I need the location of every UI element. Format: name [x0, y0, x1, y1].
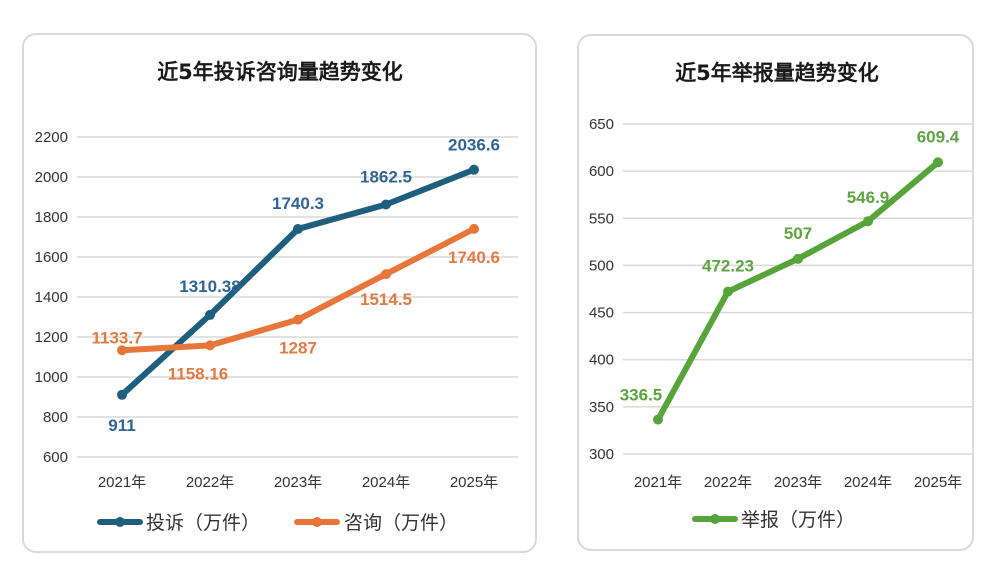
legend-label: 投诉（万件） — [146, 512, 260, 534]
x-tick-label: 2021年 — [98, 474, 146, 491]
data-point — [793, 253, 803, 264]
complaint-consultation-chart-card: 近5年投诉咨询量趋势变化 600 800 1000 1200 1400 1600 1800 2… — [22, 33, 537, 553]
y-tick-label: 600 — [43, 449, 68, 466]
y-tick-label: 800 — [43, 409, 68, 426]
x-tick-label: 2023年 — [774, 474, 822, 491]
data-point — [117, 345, 127, 356]
data-point — [205, 340, 215, 351]
data-point — [293, 223, 303, 234]
y-tick-label: 1000 — [35, 369, 68, 386]
y-tick-label: 550 — [589, 210, 614, 227]
data-label: 609.4 — [917, 127, 960, 146]
chart-title: 近5年举报量趋势变化 — [675, 61, 879, 85]
data-label: 472.23 — [702, 257, 754, 276]
data-point — [381, 269, 391, 280]
y-tick-label: 1400 — [35, 289, 68, 306]
report-chart: 近5年举报量趋势变化 300 350 400 450 500 550 600 650 2021年… — [589, 61, 974, 531]
y-tick-label: 650 — [589, 116, 614, 133]
x-tick-label: 2021年 — [634, 474, 682, 491]
data-label: 1310.38 — [179, 277, 240, 296]
x-tick-label: 2024年 — [844, 474, 892, 491]
report-chart-card: 近5年举报量趋势变化 300 350 400 450 500 550 600 650 2021年… — [577, 34, 974, 551]
data-label: 336.5 — [620, 386, 663, 405]
legend-label: 咨询（万件） — [344, 512, 458, 534]
complaint-consultation-chart: 近5年投诉咨询量趋势变化 600 800 1000 1200 1400 1600 1800 2… — [35, 60, 518, 534]
data-label: 546.9 — [847, 188, 890, 207]
x-tick-label: 2023年 — [274, 474, 322, 491]
data-point — [723, 286, 733, 297]
y-tick-label: 1600 — [35, 249, 68, 266]
series-line — [655, 159, 941, 423]
data-point — [863, 216, 873, 227]
y-tick-label: 1200 — [35, 329, 68, 346]
legend-swatch-marker — [710, 514, 720, 524]
data-point — [117, 389, 127, 400]
data-point — [381, 199, 391, 210]
data-label: 1133.7 — [91, 328, 142, 347]
data-label: 1158.16 — [168, 364, 229, 383]
data-point — [469, 223, 479, 234]
x-tick-label: 2025年 — [450, 474, 498, 491]
series-line — [119, 225, 477, 354]
y-tick-label: 300 — [589, 446, 614, 463]
data-label: 1740.3 — [272, 194, 324, 213]
y-tick-label: 2200 — [35, 129, 68, 146]
data-label: 1514.5 — [360, 290, 412, 309]
y-tick-label: 450 — [589, 305, 614, 322]
data-label: 1740.6 — [448, 248, 500, 267]
data-label: 1862.5 — [360, 168, 412, 187]
legend-swatch-marker — [115, 517, 125, 527]
y-tick-label: 600 — [589, 163, 614, 180]
y-tick-label: 500 — [589, 257, 614, 274]
data-label: 911 — [108, 416, 135, 435]
legend-label: 举报（万件） — [741, 509, 855, 531]
x-tick-label: 2022年 — [704, 474, 752, 491]
data-point — [653, 414, 663, 425]
data-label: 507 — [784, 224, 812, 243]
y-tick-label: 400 — [589, 352, 614, 369]
y-tick-label: 1800 — [35, 209, 68, 226]
data-point — [205, 309, 215, 320]
x-tick-label: 2025年 — [914, 474, 962, 491]
data-point — [469, 164, 479, 175]
chart-title: 近5年投诉咨询量趋势变化 — [157, 60, 403, 84]
data-label: 1287 — [279, 339, 317, 358]
y-tick-label: 2000 — [35, 169, 68, 186]
data-label: 2036.6 — [448, 136, 500, 155]
x-tick-label: 2024年 — [362, 474, 410, 491]
legend-swatch-marker — [312, 517, 322, 527]
data-point — [933, 157, 943, 168]
data-point — [293, 314, 303, 325]
y-tick-label: 350 — [589, 399, 614, 416]
x-tick-label: 2022年 — [186, 474, 234, 491]
